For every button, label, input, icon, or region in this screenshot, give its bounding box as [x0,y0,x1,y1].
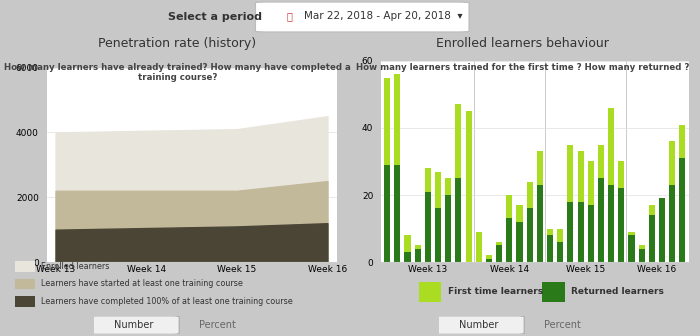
Bar [567,202,573,262]
Bar [445,195,452,262]
Text: Enrolled learners: Enrolled learners [41,262,110,271]
Bar [517,222,522,262]
Text: How many learners trained for the first time ? How many returned ?: How many learners trained for the first … [356,62,690,72]
Bar [506,218,512,262]
Bar [486,255,492,262]
FancyBboxPatch shape [419,282,441,302]
FancyBboxPatch shape [256,2,469,32]
Bar [629,235,634,262]
Text: Penetration rate (history): Penetration rate (history) [99,37,257,50]
FancyBboxPatch shape [542,282,565,302]
Bar [455,178,461,262]
Bar [476,232,482,262]
Bar [588,162,594,262]
Bar [629,232,634,262]
Bar [414,245,421,262]
Bar [649,205,655,262]
Text: Select a period: Select a period [169,12,262,22]
Bar [466,111,472,262]
Bar [445,178,452,262]
Bar [405,235,410,262]
Text: Learners have completed 100% of at least one training course: Learners have completed 100% of at least… [41,297,293,306]
Bar [526,181,533,262]
Bar [567,145,573,262]
Bar [608,108,614,262]
Bar [649,215,655,262]
Bar [506,195,512,262]
Bar [526,208,533,262]
Bar [578,202,584,262]
Bar [496,245,502,262]
Bar [598,178,604,262]
Text: Percent: Percent [199,320,237,330]
Text: Number: Number [114,320,153,330]
Bar [557,242,564,262]
Text: Enrolled learners behaviour: Enrolled learners behaviour [436,37,609,50]
Bar [638,245,645,262]
Bar [679,125,685,262]
Text: How many learners have already trained? How many have completed a
training cours: How many learners have already trained? … [4,62,351,82]
Bar [455,104,461,262]
Bar [588,205,594,262]
Bar [608,185,614,262]
Bar [537,152,543,262]
Bar [679,158,685,262]
Bar [618,188,624,262]
Bar [659,198,665,262]
Bar [425,168,431,262]
Bar [578,152,584,262]
Text: Returned learners: Returned learners [571,287,664,296]
FancyBboxPatch shape [88,316,179,334]
Bar [496,242,502,262]
Bar [669,141,675,262]
Bar [659,202,665,262]
Bar [598,145,604,262]
Bar [384,78,390,262]
Bar [547,228,553,262]
Bar [537,185,543,262]
FancyBboxPatch shape [15,261,35,272]
Text: Learners have started at least one training course: Learners have started at least one train… [41,280,244,289]
Bar [425,192,431,262]
Bar [405,252,410,262]
Bar [435,172,441,262]
Bar [414,249,421,262]
Text: First time learners: First time learners [448,287,543,296]
Text: Mar 22, 2018 - Apr 20, 2018  ▾: Mar 22, 2018 - Apr 20, 2018 ▾ [304,11,463,21]
FancyBboxPatch shape [15,279,35,289]
Bar [557,228,564,262]
Bar [638,249,645,262]
Text: Percent: Percent [545,320,581,330]
FancyBboxPatch shape [433,316,524,334]
Text: 📅: 📅 [287,11,293,21]
Bar [517,205,522,262]
Bar [394,74,400,262]
Bar [669,185,675,262]
Bar [435,208,441,262]
Bar [547,235,553,262]
Text: Number: Number [459,320,498,330]
Bar [618,162,624,262]
Bar [394,165,400,262]
Bar [384,165,390,262]
FancyBboxPatch shape [15,296,35,306]
Bar [486,259,492,262]
